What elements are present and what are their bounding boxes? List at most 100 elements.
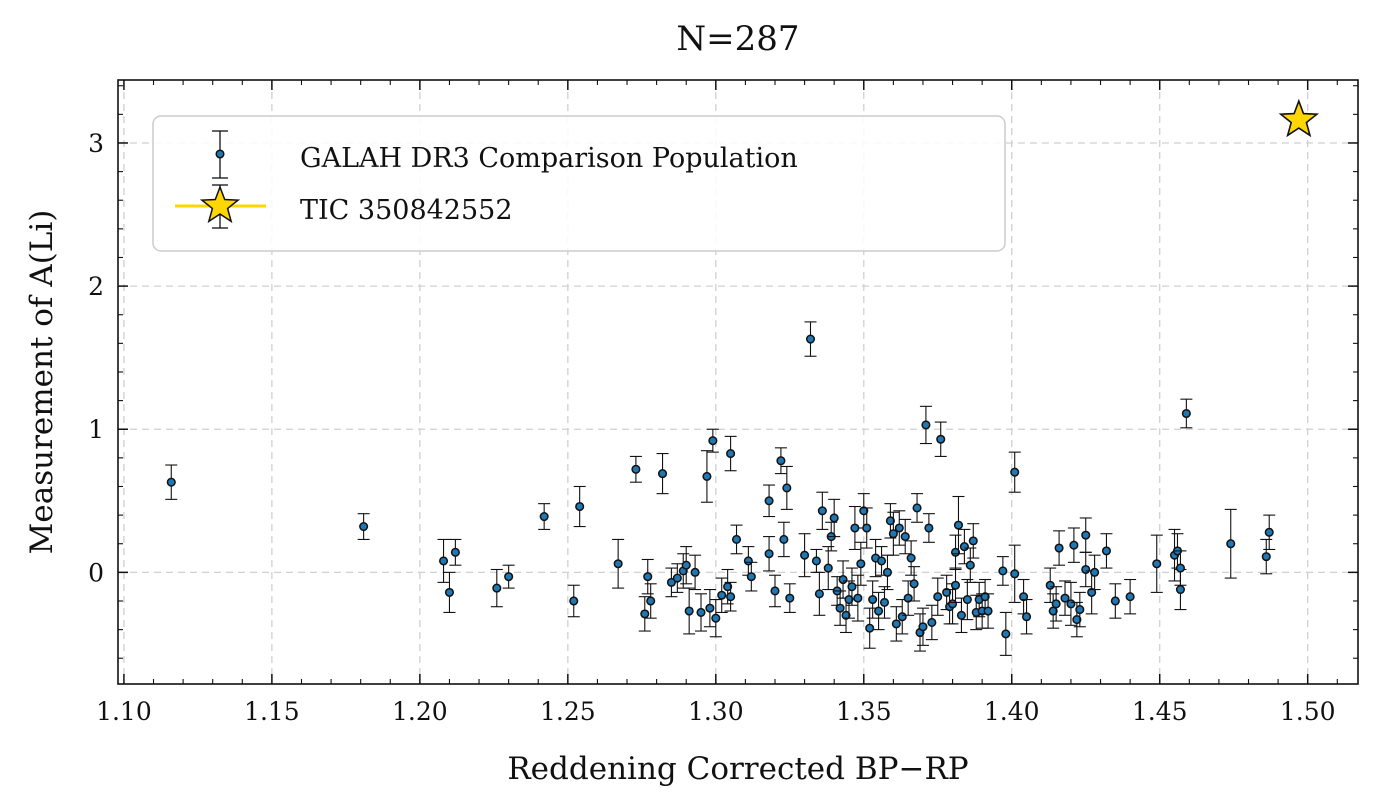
point-marker bbox=[894, 523, 904, 533]
point-marker bbox=[814, 589, 824, 599]
point-marker bbox=[779, 534, 789, 544]
data-point bbox=[996, 556, 1009, 586]
data-point bbox=[502, 564, 515, 589]
point-marker bbox=[1261, 552, 1271, 562]
point-marker bbox=[859, 506, 869, 516]
target-star-marker bbox=[1278, 98, 1320, 138]
data-point bbox=[911, 493, 924, 523]
data-point bbox=[768, 574, 781, 608]
point-marker bbox=[746, 572, 756, 582]
point-marker bbox=[1066, 599, 1076, 609]
data-point bbox=[490, 568, 503, 608]
chart-title: N=287 bbox=[676, 19, 799, 59]
point-marker bbox=[841, 610, 851, 620]
point-marker bbox=[900, 532, 910, 542]
point-marker bbox=[853, 593, 863, 603]
point-marker bbox=[897, 612, 907, 622]
data-point bbox=[869, 538, 882, 578]
x-tick-label: 1.15 bbox=[244, 697, 300, 726]
point-marker bbox=[666, 577, 676, 587]
point-marker bbox=[817, 506, 827, 516]
point-marker bbox=[823, 563, 833, 573]
data-point bbox=[982, 593, 995, 629]
data-point bbox=[872, 591, 885, 631]
point-marker bbox=[785, 593, 795, 603]
point-marker bbox=[770, 586, 780, 596]
data-point bbox=[890, 606, 903, 642]
data-point bbox=[931, 577, 944, 616]
x-tick-label: 1.50 bbox=[1280, 697, 1336, 726]
data-point bbox=[783, 583, 796, 613]
point-marker bbox=[1021, 612, 1032, 622]
data-point bbox=[905, 540, 918, 576]
data-point bbox=[638, 596, 651, 632]
point-marker bbox=[711, 613, 721, 623]
y-tick-label: 3 bbox=[88, 129, 104, 158]
point-marker bbox=[850, 523, 860, 533]
point-marker bbox=[936, 434, 946, 444]
data-point bbox=[641, 558, 654, 595]
data-point bbox=[1047, 593, 1060, 629]
point-marker bbox=[912, 503, 922, 513]
point-marker bbox=[726, 592, 736, 602]
data-point bbox=[700, 450, 713, 503]
data-point bbox=[919, 405, 932, 445]
point-marker bbox=[1081, 530, 1091, 540]
data-point bbox=[1053, 530, 1066, 566]
star-icon bbox=[199, 184, 241, 224]
data-points bbox=[165, 98, 1320, 656]
data-point bbox=[887, 511, 900, 556]
point-marker bbox=[868, 595, 878, 605]
point-marker bbox=[1081, 564, 1091, 575]
point-marker bbox=[1019, 592, 1029, 602]
data-point bbox=[683, 587, 696, 635]
data-point bbox=[940, 574, 953, 611]
point-marker bbox=[980, 592, 990, 602]
data-point bbox=[612, 538, 625, 589]
data-point bbox=[724, 435, 737, 472]
data-point bbox=[1059, 580, 1072, 616]
point-marker bbox=[921, 420, 931, 430]
data-point bbox=[1100, 533, 1113, 569]
data-point bbox=[780, 465, 793, 510]
point-marker bbox=[438, 556, 449, 566]
data-point bbox=[629, 455, 642, 483]
point-marker bbox=[962, 595, 972, 605]
point-marker bbox=[1060, 593, 1070, 603]
point-marker bbox=[983, 606, 993, 616]
legend-marker-tic bbox=[175, 184, 266, 229]
data-point bbox=[709, 599, 722, 638]
data-point bbox=[706, 428, 719, 453]
point-marker bbox=[856, 559, 866, 569]
x-tick-label: 1.30 bbox=[688, 697, 744, 726]
data-point bbox=[1088, 554, 1101, 591]
y-tick-label: 1 bbox=[88, 415, 104, 444]
tick-labels: 1.10 1.15 1.20 1.25 1.30 1.35 1.40 1.45 1.50 0 1 2 3 bbox=[88, 129, 1335, 726]
point-marker bbox=[927, 617, 937, 628]
point-marker bbox=[684, 606, 694, 616]
data-point bbox=[1263, 514, 1276, 551]
point-marker bbox=[1072, 615, 1082, 625]
point-marker bbox=[539, 511, 549, 522]
data-point bbox=[1008, 451, 1021, 493]
data-point bbox=[644, 583, 657, 619]
point-marker bbox=[959, 542, 969, 552]
data-point bbox=[1079, 517, 1092, 553]
data-point bbox=[813, 571, 826, 616]
data-point bbox=[1260, 538, 1273, 575]
data-point bbox=[538, 503, 551, 530]
point-marker bbox=[1051, 599, 1061, 609]
data-point bbox=[695, 593, 708, 632]
data-point bbox=[878, 586, 891, 619]
data-point bbox=[745, 561, 758, 592]
data-point bbox=[925, 604, 938, 641]
data-point bbox=[798, 533, 811, 578]
data-point bbox=[1174, 550, 1187, 586]
data-point bbox=[573, 485, 586, 528]
x-tick-label: 1.35 bbox=[836, 697, 892, 726]
data-point bbox=[860, 507, 873, 549]
point-marker bbox=[888, 529, 898, 539]
point-marker bbox=[835, 603, 845, 613]
data-point bbox=[893, 510, 906, 546]
